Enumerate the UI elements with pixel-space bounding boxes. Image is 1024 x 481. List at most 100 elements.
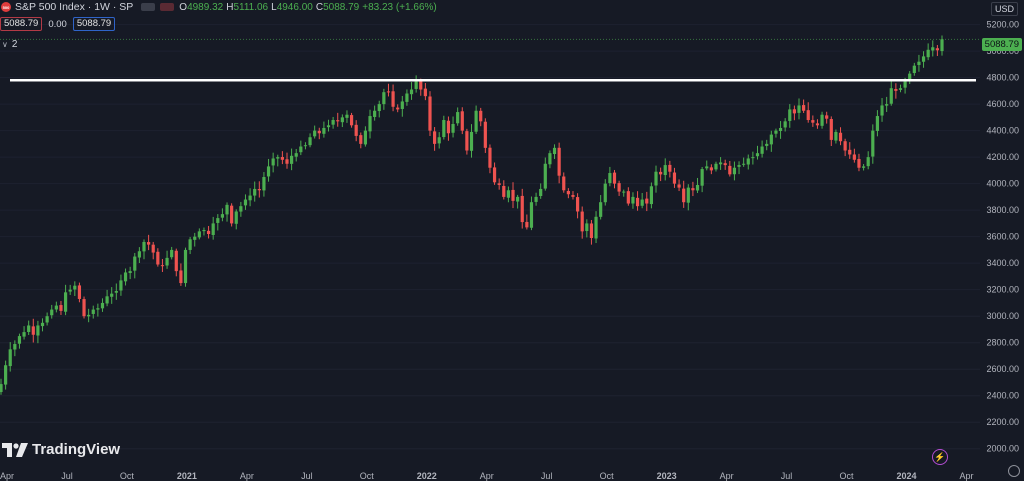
lightning-icon[interactable]: ⚡ xyxy=(932,449,948,465)
candle-body xyxy=(322,127,326,134)
candle-body xyxy=(742,163,746,165)
x-tick-label: Oct xyxy=(840,471,855,481)
y-tick-label: 4000.00 xyxy=(986,179,1019,189)
candle-body xyxy=(317,130,321,134)
y-tick-label: 5000.00 xyxy=(986,46,1019,56)
candle-body xyxy=(239,206,243,212)
y-tick-label: 2800.00 xyxy=(986,338,1019,348)
eye-icon[interactable] xyxy=(141,3,156,11)
candle-body xyxy=(156,251,160,265)
candle-body xyxy=(280,157,284,160)
candle-body xyxy=(262,177,266,191)
candle-body xyxy=(580,211,584,232)
currency-selector[interactable]: USD xyxy=(990,2,1018,16)
alert-icon[interactable] xyxy=(160,3,175,11)
candle-body xyxy=(183,249,188,284)
candle-body xyxy=(825,115,829,119)
ohlc-key: C xyxy=(315,1,324,13)
x-tick-label: Jul xyxy=(301,471,313,481)
candle-body xyxy=(63,292,68,312)
candle-body xyxy=(861,166,866,168)
candle-body xyxy=(170,249,174,258)
candle-body xyxy=(548,153,552,165)
x-tick-label: Jul xyxy=(541,471,553,481)
candle-body xyxy=(820,114,824,126)
candle-body xyxy=(386,91,391,93)
candle-body xyxy=(460,111,464,131)
candle-body xyxy=(128,271,132,274)
candle-body xyxy=(193,236,197,240)
candle-body xyxy=(940,39,944,52)
candle-body xyxy=(686,187,690,203)
candle-body xyxy=(599,202,603,217)
resistance-lines[interactable] xyxy=(0,38,980,82)
candle-body xyxy=(133,256,137,271)
bid-price-box[interactable]: 5088.79 xyxy=(0,17,43,31)
candle-body xyxy=(617,183,621,192)
candle-body xyxy=(511,189,515,201)
candle-body xyxy=(73,285,77,290)
candle-body xyxy=(100,302,105,309)
candle-body xyxy=(834,131,838,141)
spread-value: 0.00 xyxy=(48,18,67,30)
candle-body xyxy=(806,110,810,121)
y-tick-label: 2000.00 xyxy=(986,444,1019,454)
candle-body xyxy=(230,205,234,224)
candle-body xyxy=(645,198,649,204)
candle-body xyxy=(142,241,146,252)
tv-logo-icon xyxy=(2,442,28,457)
candle-body xyxy=(0,384,3,393)
candle-body xyxy=(294,153,298,157)
candle-body xyxy=(552,147,557,155)
candle-body xyxy=(50,309,54,316)
x-tick-label: Apr xyxy=(0,471,14,481)
candle-body xyxy=(17,336,22,344)
candle-body xyxy=(266,166,271,177)
ohlc-value: +83.23 (+1.66%) xyxy=(362,1,437,13)
candle-body xyxy=(497,183,501,185)
candle-body xyxy=(732,167,737,175)
candle-body xyxy=(110,293,114,297)
candle-body xyxy=(290,155,294,164)
candle-body xyxy=(525,221,529,228)
candle-body xyxy=(469,131,474,151)
ask-price-box[interactable]: 5088.79 xyxy=(72,17,116,31)
ohlc-value: 4946.00 xyxy=(276,1,313,13)
candle-body xyxy=(866,157,870,167)
candle-body xyxy=(608,173,612,184)
candle-body xyxy=(539,188,543,197)
x-tick-label: Oct xyxy=(600,471,615,481)
indicators-toggle[interactable]: ∨ 2 xyxy=(2,39,17,50)
candle-body xyxy=(414,81,418,89)
candle-body xyxy=(529,202,534,228)
candle-body xyxy=(502,185,506,197)
candle-body xyxy=(409,89,414,95)
candle-body xyxy=(206,230,211,235)
grid xyxy=(0,24,980,450)
candle-body xyxy=(857,158,861,168)
candle-body xyxy=(147,242,151,245)
y-tick-label: 2400.00 xyxy=(986,391,1019,401)
symbol-badge-icon[interactable]: 500 xyxy=(1,2,11,12)
x-tick-label: Apr xyxy=(959,471,973,481)
candle-body xyxy=(216,218,220,223)
y-tick-label: 3000.00 xyxy=(986,311,1019,321)
symbol-title[interactable]: S&P 500 Index · 1W · SP xyxy=(15,1,134,13)
candle-body xyxy=(391,91,395,107)
candle-body xyxy=(253,188,257,196)
candle-body xyxy=(765,143,769,146)
gear-icon[interactable] xyxy=(1008,465,1020,477)
candle-body xyxy=(202,230,206,232)
candle-body xyxy=(792,109,796,114)
candle-body xyxy=(160,265,165,267)
ohlc-value: 5088.79 xyxy=(323,1,360,13)
candle-body xyxy=(234,211,238,224)
candle-body xyxy=(243,199,248,206)
x-tick-label: Jul xyxy=(781,471,793,481)
candle-body xyxy=(769,134,773,145)
candle-body xyxy=(465,131,469,151)
candle-body xyxy=(437,137,441,144)
legend-row: 500 S&P 500 Index · 1W · SP O4989.32 H511… xyxy=(0,0,440,14)
candle-body xyxy=(585,223,589,232)
